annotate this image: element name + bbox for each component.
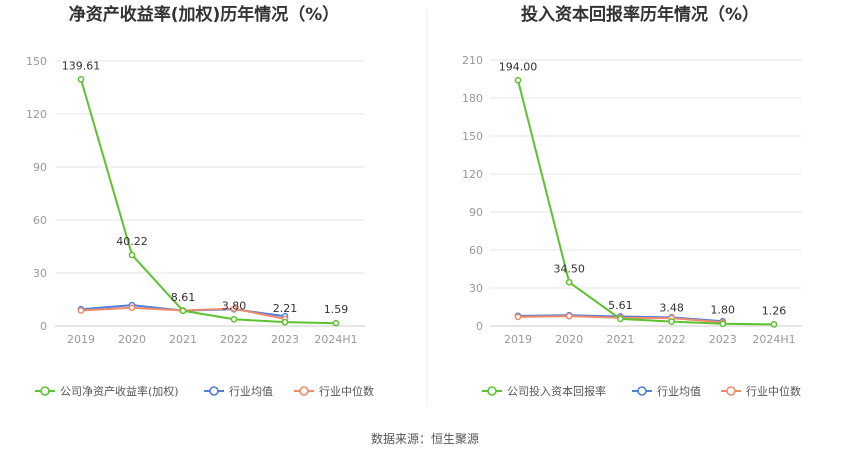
- legend-label: 行业中位数: [319, 384, 374, 398]
- data-point: [230, 315, 238, 323]
- data-point: [617, 315, 624, 323]
- x-tick-label: 2019: [67, 333, 95, 346]
- data-label: 1.80: [711, 304, 736, 317]
- data-point: [514, 76, 522, 84]
- data-label: 34.50: [553, 262, 585, 275]
- data-point: [281, 318, 289, 326]
- roe-chart: 净资产收益率(加权)历年情况（%） 0 30 60 90 120 150 2019 2020 2…: [26, 4, 374, 398]
- x-tick-label: 2021: [606, 333, 634, 346]
- y-tick-label: 90: [33, 161, 47, 174]
- data-point: [332, 319, 340, 327]
- x-tick-label: 2020: [555, 333, 583, 346]
- data-point: [514, 313, 522, 321]
- y-tick-label: 150: [26, 55, 47, 68]
- data-label: 3.80: [222, 299, 247, 312]
- legend-label: 公司净资产收益率(加权): [60, 384, 179, 398]
- x-tick-label: 2019: [504, 333, 532, 346]
- y-tick-label: 120: [462, 168, 483, 181]
- legend-label: 行业均值: [657, 385, 701, 398]
- y-tick-label: 90: [469, 206, 483, 219]
- x-tick-label: 2024H1: [314, 333, 357, 346]
- legend-label: 公司投入资本回报率: [507, 384, 606, 398]
- data-point: [128, 251, 136, 259]
- legend-marker: [637, 386, 647, 396]
- data-label: 139.61: [62, 59, 101, 72]
- y-tick-label: 210: [462, 54, 483, 67]
- data-label: 1.59: [324, 303, 349, 316]
- data-label: 3.48: [659, 302, 684, 315]
- data-point: [179, 307, 187, 315]
- legend-marker: [299, 386, 309, 396]
- data-label: 2.21: [273, 302, 298, 315]
- x-tick-label: 2022: [220, 333, 248, 346]
- y-tick-label: 30: [33, 267, 47, 280]
- chart-title: 净资产收益率(加权)历年情况（%）: [69, 4, 340, 25]
- y-tick-label: 150: [462, 130, 483, 143]
- chart-title: 投入资本回报率历年情况（%）: [521, 4, 759, 25]
- legend-label: 行业中位数: [746, 384, 801, 398]
- y-tick-label: 180: [462, 92, 483, 105]
- series-line: [80, 79, 337, 325]
- y-tick-label: 30: [469, 282, 483, 295]
- legend-marker: [209, 386, 219, 396]
- legend-marker: [40, 386, 50, 396]
- y-tick-label: 0: [40, 320, 47, 333]
- data-point: [77, 76, 85, 83]
- x-tick-label: 2024H1: [752, 333, 795, 346]
- data-point: [565, 278, 573, 286]
- data-point: [128, 304, 136, 312]
- y-tick-label: 120: [26, 108, 47, 121]
- data-point: [770, 321, 778, 328]
- legend-marker: [726, 386, 736, 396]
- source-note: 数据来源：恒生聚源: [371, 431, 479, 446]
- data-point: [719, 320, 727, 328]
- y-tick-label: 60: [33, 214, 47, 227]
- data-point: [230, 305, 238, 313]
- data-label: 8.61: [171, 291, 196, 304]
- data-point: [77, 307, 85, 314]
- legend-marker: [487, 386, 497, 396]
- x-tick-label: 2022: [658, 333, 686, 346]
- x-tick-label: 2020: [118, 333, 146, 346]
- series-line: [517, 80, 775, 326]
- y-tick-label: 0: [476, 320, 483, 333]
- data-label: 40.22: [116, 235, 148, 248]
- data-point: [668, 318, 675, 325]
- legend-label: 行业均值: [229, 385, 273, 398]
- x-tick-label: 2023: [709, 333, 737, 346]
- x-tick-label: 2023: [271, 333, 299, 346]
- data-point: [565, 312, 573, 320]
- x-tick-label: 2021: [169, 333, 197, 346]
- data-label: 5.61: [608, 299, 633, 312]
- y-tick-label: 60: [469, 244, 483, 257]
- data-label: 194.00: [499, 60, 538, 73]
- data-label: 1.26: [762, 304, 787, 317]
- roic-chart: 投入资本回报率历年情况（%） 0 30 60 90 120 150 180 210 2019 20…: [462, 4, 802, 398]
